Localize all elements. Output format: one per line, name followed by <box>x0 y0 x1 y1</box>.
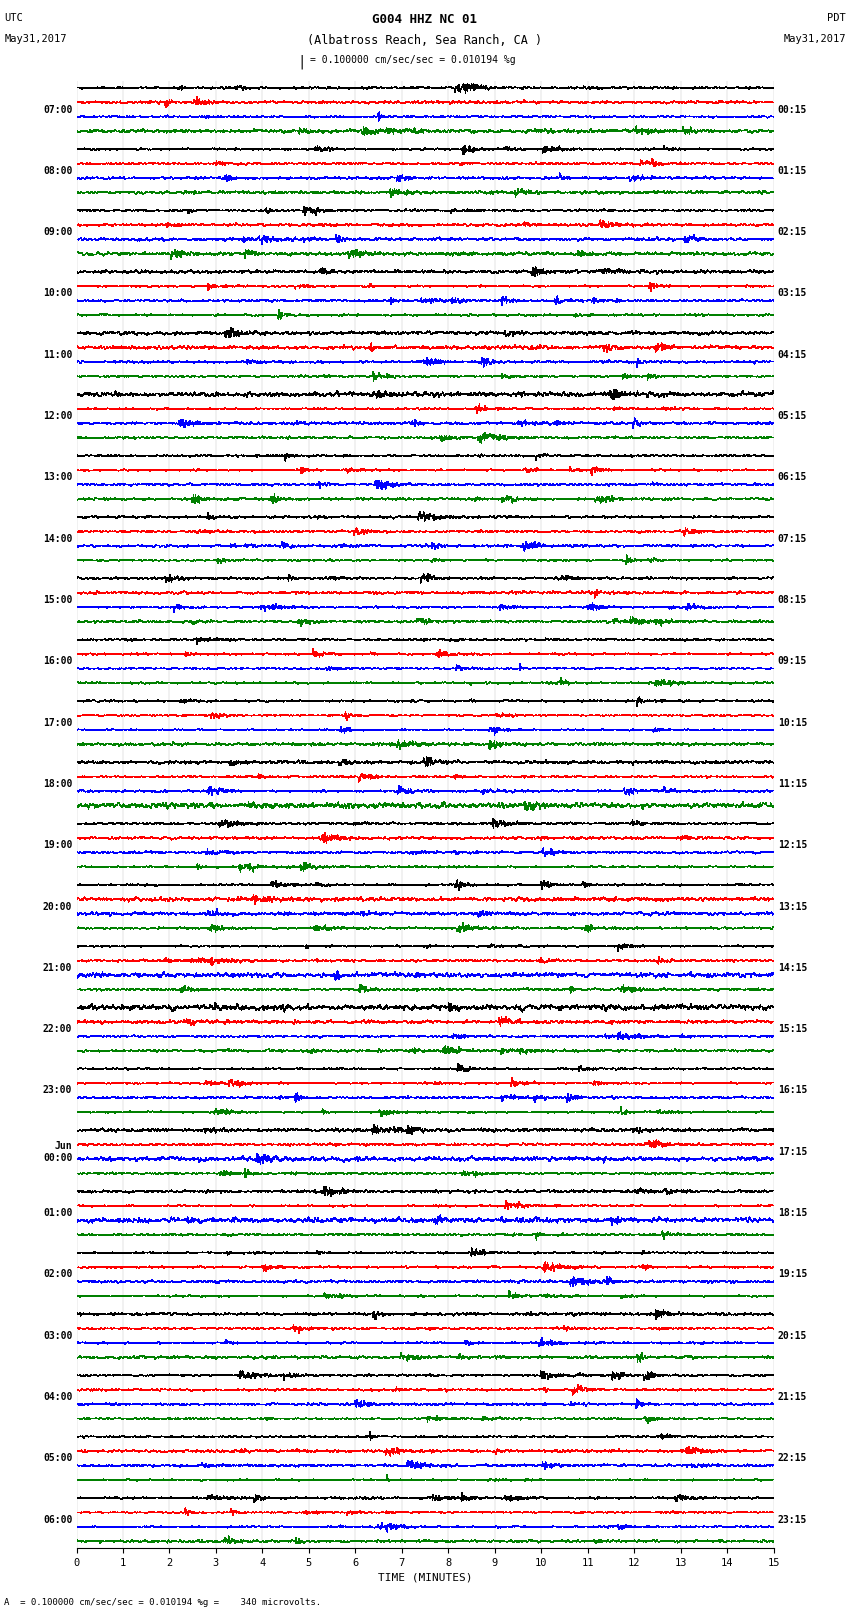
Text: 14:15: 14:15 <box>778 963 807 973</box>
Text: 13:00: 13:00 <box>42 473 72 482</box>
Text: 15:15: 15:15 <box>778 1024 807 1034</box>
Text: 06:00: 06:00 <box>42 1515 72 1524</box>
Text: (Albatross Reach, Sea Ranch, CA ): (Albatross Reach, Sea Ranch, CA ) <box>308 34 542 47</box>
Text: |: | <box>298 55 306 69</box>
Text: 20:00: 20:00 <box>42 902 72 911</box>
Text: May31,2017: May31,2017 <box>783 34 846 44</box>
Text: 16:15: 16:15 <box>778 1086 807 1095</box>
Text: 19:15: 19:15 <box>778 1269 807 1279</box>
Text: 03:00: 03:00 <box>42 1331 72 1340</box>
Text: 04:15: 04:15 <box>778 350 807 360</box>
Text: 07:00: 07:00 <box>42 105 72 115</box>
Text: = 0.100000 cm/sec/sec = 0.010194 %g: = 0.100000 cm/sec/sec = 0.010194 %g <box>310 55 516 65</box>
Text: 10:00: 10:00 <box>42 289 72 298</box>
Text: A  = 0.100000 cm/sec/sec = 0.010194 %g =    340 microvolts.: A = 0.100000 cm/sec/sec = 0.010194 %g = … <box>4 1597 321 1607</box>
Text: 22:15: 22:15 <box>778 1453 807 1463</box>
Text: 09:15: 09:15 <box>778 656 807 666</box>
Text: 15:00: 15:00 <box>42 595 72 605</box>
Text: 02:00: 02:00 <box>42 1269 72 1279</box>
Text: 14:00: 14:00 <box>42 534 72 544</box>
Text: 23:00: 23:00 <box>42 1086 72 1095</box>
Text: 10:15: 10:15 <box>778 718 807 727</box>
Text: 02:15: 02:15 <box>778 227 807 237</box>
Text: May31,2017: May31,2017 <box>4 34 67 44</box>
Text: 16:00: 16:00 <box>42 656 72 666</box>
Text: 19:00: 19:00 <box>42 840 72 850</box>
Text: 21:00: 21:00 <box>42 963 72 973</box>
Text: 09:00: 09:00 <box>42 227 72 237</box>
Text: 12:00: 12:00 <box>42 411 72 421</box>
Text: 23:15: 23:15 <box>778 1515 807 1524</box>
Text: 04:00: 04:00 <box>42 1392 72 1402</box>
Text: 08:00: 08:00 <box>42 166 72 176</box>
Text: 20:15: 20:15 <box>778 1331 807 1340</box>
Text: 12:15: 12:15 <box>778 840 807 850</box>
Text: 03:15: 03:15 <box>778 289 807 298</box>
X-axis label: TIME (MINUTES): TIME (MINUTES) <box>377 1573 473 1582</box>
Text: 18:00: 18:00 <box>42 779 72 789</box>
Text: 17:00: 17:00 <box>42 718 72 727</box>
Text: 07:15: 07:15 <box>778 534 807 544</box>
Text: 13:15: 13:15 <box>778 902 807 911</box>
Text: 01:15: 01:15 <box>778 166 807 176</box>
Text: 05:15: 05:15 <box>778 411 807 421</box>
Text: 11:00: 11:00 <box>42 350 72 360</box>
Text: UTC: UTC <box>4 13 23 23</box>
Text: G004 HHZ NC 01: G004 HHZ NC 01 <box>372 13 478 26</box>
Text: 01:00: 01:00 <box>42 1208 72 1218</box>
Text: 00:15: 00:15 <box>778 105 807 115</box>
Text: 06:15: 06:15 <box>778 473 807 482</box>
Text: 08:15: 08:15 <box>778 595 807 605</box>
Text: 17:15: 17:15 <box>778 1147 807 1157</box>
Text: 05:00: 05:00 <box>42 1453 72 1463</box>
Text: 11:15: 11:15 <box>778 779 807 789</box>
Text: PDT: PDT <box>827 13 846 23</box>
Text: 18:15: 18:15 <box>778 1208 807 1218</box>
Text: 22:00: 22:00 <box>42 1024 72 1034</box>
Text: Jun
00:00: Jun 00:00 <box>42 1140 72 1163</box>
Text: 21:15: 21:15 <box>778 1392 807 1402</box>
